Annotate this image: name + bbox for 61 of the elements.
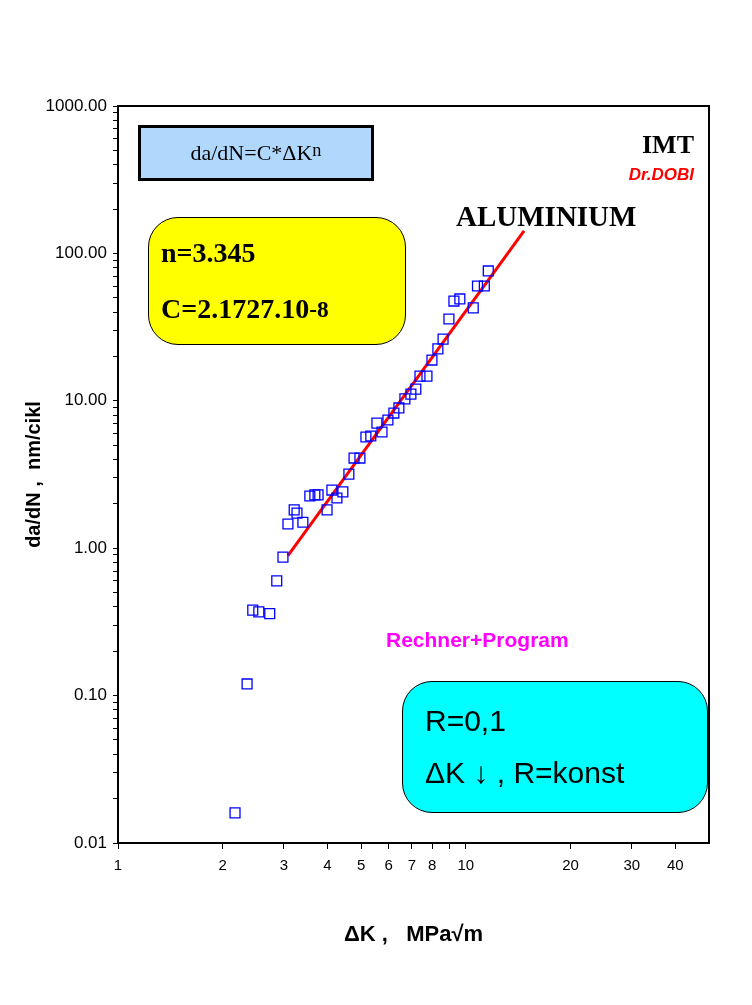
point xyxy=(399,393,411,405)
formula-box: da/dN=C*ΔK$^{n}$ xyxy=(138,125,374,181)
y-tick-label: 0.10 xyxy=(73,685,107,705)
x-tick-label: 3 xyxy=(279,856,289,874)
point xyxy=(405,388,417,400)
point xyxy=(448,295,460,307)
author-text: Dr.DOBI xyxy=(627,165,694,185)
y-tick-label: 1000.00 xyxy=(45,95,107,115)
y-tick-label: 1.00 xyxy=(73,537,107,557)
point xyxy=(264,608,276,620)
point xyxy=(376,426,388,438)
y-axis-title: da/dN , nm/cikl xyxy=(21,401,44,548)
x-tick-label: 4 xyxy=(323,856,332,874)
point xyxy=(410,383,422,395)
x-tick-label: 6 xyxy=(384,856,393,874)
x-tick-label: 1 xyxy=(113,856,123,874)
x-tick-label: 20 xyxy=(562,856,579,874)
point xyxy=(304,490,316,502)
point xyxy=(271,575,283,587)
point xyxy=(365,430,377,442)
y-tick-label: 0.01 xyxy=(73,832,107,852)
point xyxy=(393,402,405,414)
point xyxy=(454,293,466,305)
point xyxy=(371,417,383,429)
point xyxy=(331,492,343,504)
point xyxy=(321,504,333,516)
x-axis-title: ΔK , MPa√m xyxy=(343,920,484,946)
x-tick-label: 7 xyxy=(407,856,417,874)
point xyxy=(426,354,438,366)
point xyxy=(382,414,394,426)
x-tick-label: 5 xyxy=(356,856,366,874)
point xyxy=(277,551,289,563)
point xyxy=(348,452,360,464)
point xyxy=(282,518,294,530)
point xyxy=(354,452,366,464)
y-tick-label: 10.00 xyxy=(64,390,107,410)
equipment-text: Rechner+Program xyxy=(386,627,570,653)
y-tick-label: 100.00 xyxy=(55,243,107,263)
point xyxy=(388,407,400,419)
annotation: ΔK ↓ , R=konst xyxy=(425,755,626,791)
point xyxy=(421,370,433,382)
x-tick-label: 30 xyxy=(623,856,641,874)
institute-text: IMT xyxy=(641,130,694,160)
material-text: ALUMINIUM xyxy=(456,198,638,234)
point xyxy=(437,333,449,345)
annotation: da/dN=C*ΔK$^{n}$ xyxy=(189,140,323,166)
point xyxy=(343,468,355,480)
x-tick-label: 10 xyxy=(457,856,475,874)
x-tick-label: 40 xyxy=(666,856,684,874)
point xyxy=(414,370,426,382)
point xyxy=(360,431,372,443)
point xyxy=(297,516,309,528)
point xyxy=(443,313,455,325)
ratio-box: R=0,1 ΔK ↓ , R=konst xyxy=(402,681,708,813)
x-tick-label: 8 xyxy=(427,856,437,874)
point xyxy=(432,343,444,355)
annotation: n=3.345 xyxy=(161,236,257,270)
x-tick-label: 2 xyxy=(218,856,227,874)
annotation: R=0,1 xyxy=(425,703,507,739)
point xyxy=(326,484,338,496)
point xyxy=(337,486,349,498)
